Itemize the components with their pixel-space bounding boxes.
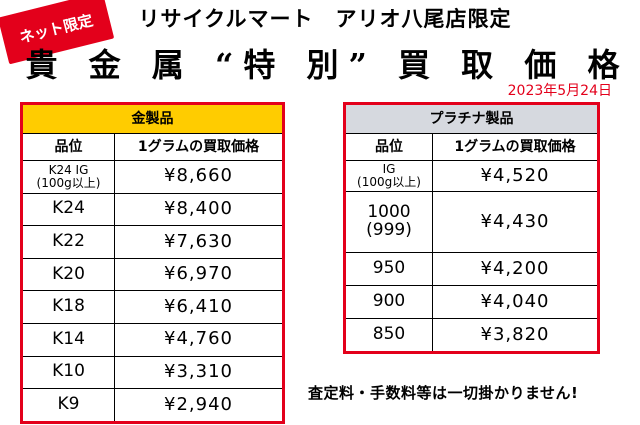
price-cell: ¥6,970	[114, 257, 284, 292]
grade-subtext: (999)	[366, 220, 412, 240]
price-cell: ¥7,630	[114, 225, 284, 259]
table-row: K18 ¥6,410	[21, 290, 284, 324]
grade-cell: K14	[21, 322, 115, 357]
table-row: K9 ¥2,940	[21, 388, 284, 423]
grade-cell: K18	[21, 290, 115, 324]
grade-text: 1000	[367, 202, 411, 223]
table-row: 850 ¥3,820	[344, 318, 599, 353]
platinum-price-table: プラチナ製品 品位 1グラムの買取価格 IG (100g以上) ¥4,520 1…	[343, 102, 600, 354]
grade-cell: 950	[344, 252, 433, 286]
table-row: 900 ¥4,040	[344, 285, 599, 319]
grade-cell: K20	[21, 257, 115, 292]
grade-cell: K10	[21, 355, 115, 390]
store-name: リサイクルマート アリオ八尾店限定	[138, 7, 512, 31]
grade-cell: 1000 (999)	[344, 191, 433, 253]
table-row: K24 IG (100g以上) ¥8,660	[21, 160, 284, 194]
no-fee-note: 査定料・手数料等は一切掛かりません!	[308, 384, 579, 402]
grade-cell: 900	[344, 285, 433, 319]
price-cell: ¥4,520	[432, 160, 599, 192]
page-title: 貴 金 属 “特 別” 買 取 価 格	[25, 46, 630, 84]
date-label: 2023年5月24日	[507, 83, 612, 99]
price-cell: ¥6,410	[114, 290, 284, 324]
price-cell: ¥2,940	[114, 388, 284, 423]
grade-text: IG	[382, 162, 396, 177]
platinum-col-price-header: 1グラムの買取価格	[432, 133, 599, 161]
table-row: 1000 (999) ¥4,430	[344, 191, 599, 253]
gold-table-caption: 金製品	[21, 103, 284, 134]
grade-cell: IG (100g以上)	[344, 160, 433, 192]
price-cell: ¥4,040	[432, 285, 599, 319]
platinum-table-caption: プラチナ製品	[344, 103, 599, 134]
gold-price-table: 金製品 品位 1グラムの買取価格 K24 IG (100g以上) ¥8,660 …	[20, 102, 285, 424]
grade-subtext: (100g以上)	[357, 175, 421, 189]
price-cell: ¥3,310	[114, 355, 284, 390]
price-cell: ¥4,430	[432, 191, 599, 253]
table-row: IG (100g以上) ¥4,520	[344, 160, 599, 192]
gold-col-price-header: 1グラムの買取価格	[114, 133, 284, 161]
table-row: K22 ¥7,630	[21, 225, 284, 259]
table-row: K20 ¥6,970	[21, 257, 284, 292]
grade-cell: 850	[344, 318, 433, 353]
grade-cell: K9	[21, 388, 115, 423]
grade-cell: K24 IG (100g以上)	[21, 160, 115, 194]
price-cell: ¥4,760	[114, 322, 284, 357]
price-cell: ¥8,660	[114, 160, 284, 194]
grade-cell: K22	[21, 225, 115, 259]
platinum-col-grade-header: 品位	[344, 133, 433, 161]
gold-col-grade-header: 品位	[21, 133, 115, 161]
price-cell: ¥8,400	[114, 192, 284, 227]
table-row: 950 ¥4,200	[344, 252, 599, 286]
grade-cell: K24	[21, 192, 115, 227]
grade-subtext: (100g以上)	[36, 175, 101, 190]
price-cell: ¥4,200	[432, 252, 599, 286]
table-row: K24 ¥8,400	[21, 192, 284, 227]
grade-text: K24 IG	[48, 163, 89, 178]
price-cell: ¥3,820	[432, 318, 599, 353]
table-row: K10 ¥3,310	[21, 355, 284, 390]
table-row: K14 ¥4,760	[21, 322, 284, 357]
